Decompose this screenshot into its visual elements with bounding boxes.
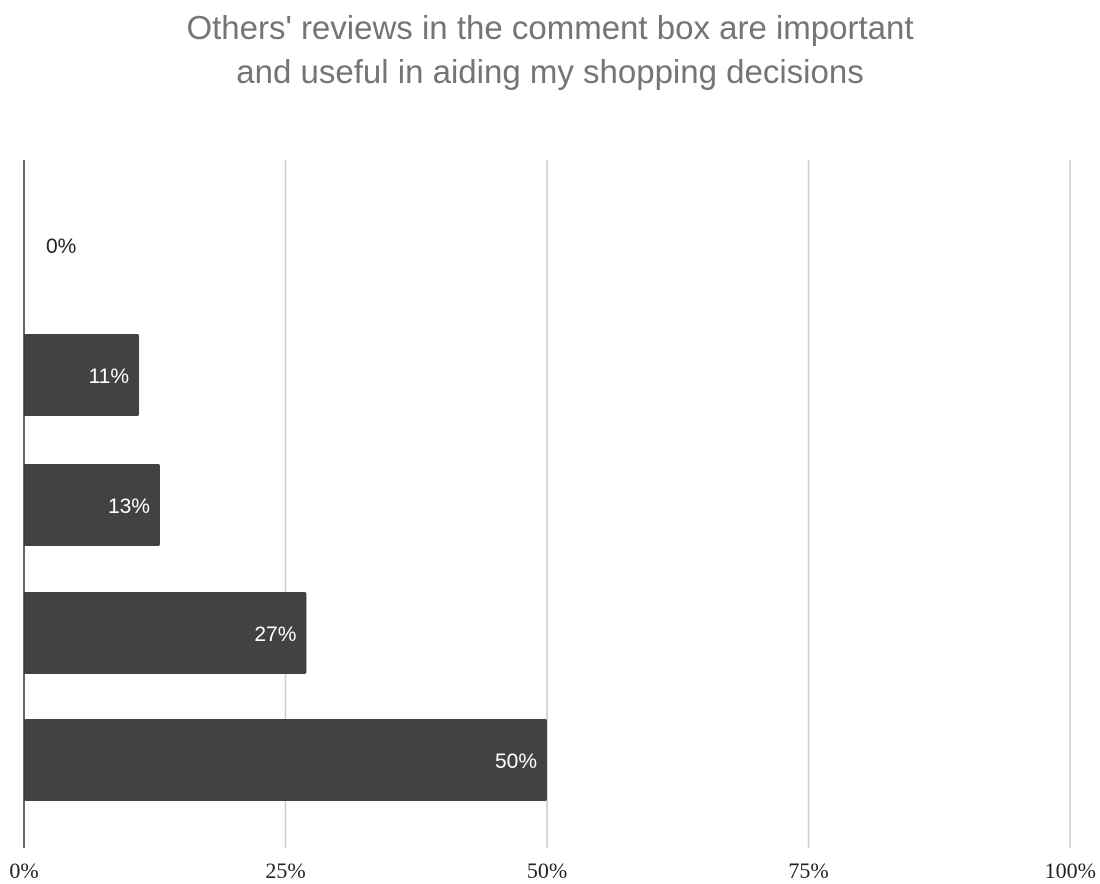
bar-4 xyxy=(24,719,547,801)
x-tick-label-3: 75% xyxy=(788,858,828,883)
chart-title: Others' reviews in the comment box are i… xyxy=(0,6,1100,94)
bar-2 xyxy=(24,464,160,546)
data-label-1: 11% xyxy=(89,365,129,388)
chart-title-line-1: Others' reviews in the comment box are i… xyxy=(186,9,914,46)
x-tick-label-4: 100% xyxy=(1045,858,1096,883)
data-label-4: 50% xyxy=(495,750,537,773)
chart-title-line-2: and useful in aiding my shopping decisio… xyxy=(236,53,864,90)
data-label-3: 27% xyxy=(254,623,296,646)
bar-3 xyxy=(24,592,307,674)
data-label-0: 0% xyxy=(46,235,76,258)
bar-1 xyxy=(24,334,140,416)
x-tick-label-2: 50% xyxy=(527,858,567,883)
x-tick-label-1: 25% xyxy=(265,858,305,883)
data-label-2: 13% xyxy=(108,495,150,518)
x-tick-label-0: 0% xyxy=(9,858,38,883)
